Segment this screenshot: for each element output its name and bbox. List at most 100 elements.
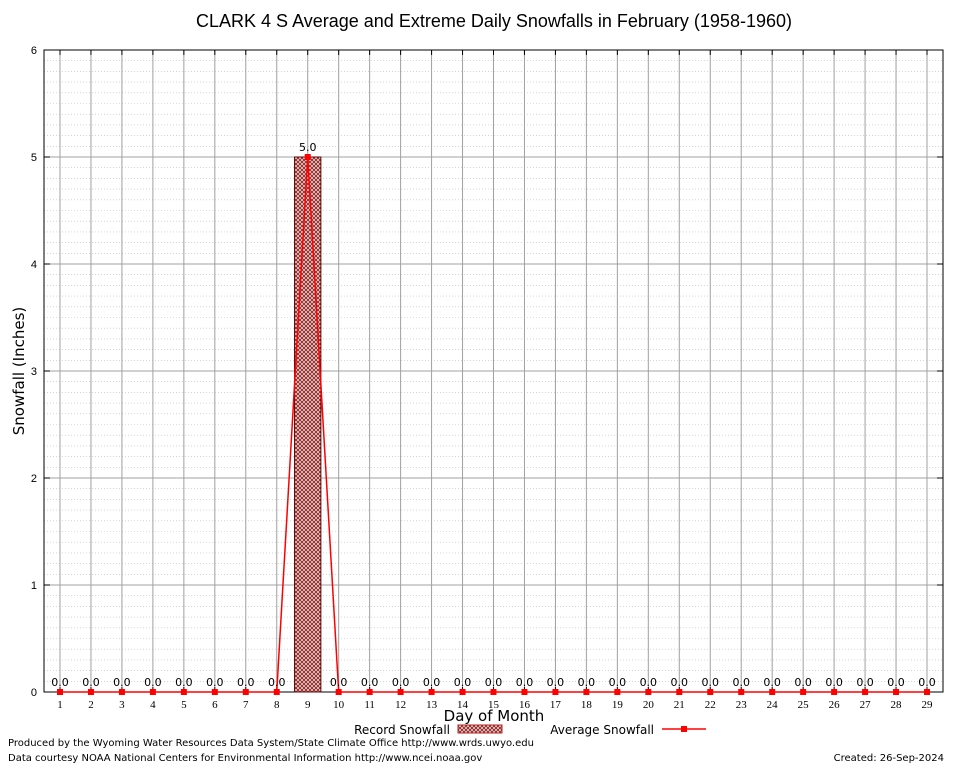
average-point xyxy=(645,689,652,695)
record-bars xyxy=(294,156,322,693)
average-point xyxy=(118,689,125,695)
data-label: 0.0 xyxy=(763,676,781,689)
average-point xyxy=(862,689,869,695)
average-line xyxy=(57,154,930,695)
data-label: 0.0 xyxy=(485,676,503,689)
data-label: 0.0 xyxy=(516,676,534,689)
data-label: 0.0 xyxy=(113,676,131,689)
data-label: 0.0 xyxy=(206,676,224,689)
footer-data-courtesy: Data courtesy NOAA National Centers for … xyxy=(8,753,483,764)
data-label: 0.0 xyxy=(330,676,348,689)
x-tick-label: 4 xyxy=(150,699,156,711)
x-tick-label: 12 xyxy=(395,699,406,711)
legend: Record Snowfall Average Snowfall xyxy=(354,723,706,737)
data-label: 0.0 xyxy=(887,676,905,689)
average-point xyxy=(304,154,311,160)
y-axis-label: Snowfall (Inches) xyxy=(10,307,28,435)
average-point xyxy=(211,689,218,695)
average-point xyxy=(180,689,187,695)
data-label: 0.0 xyxy=(144,676,162,689)
legend-label-average: Average Snowfall xyxy=(550,723,654,737)
x-tick-label: 3 xyxy=(119,699,125,711)
x-tick-label: 2 xyxy=(88,699,94,711)
x-tick-label: 13 xyxy=(426,699,438,711)
y-tick-label: 1 xyxy=(31,580,37,592)
x-tick-label: 29 xyxy=(922,699,934,711)
data-label: 0.0 xyxy=(547,676,565,689)
chart-title: CLARK 4 S Average and Extreme Daily Snow… xyxy=(196,11,792,31)
grid xyxy=(44,50,943,692)
data-label: 0.0 xyxy=(237,676,255,689)
average-point xyxy=(459,689,466,695)
x-tick-label: 9 xyxy=(305,699,311,711)
x-tick-label: 15 xyxy=(488,699,500,711)
average-point xyxy=(800,689,807,695)
legend-swatch-average-marker xyxy=(681,726,687,732)
x-tick-label: 22 xyxy=(705,699,716,711)
x-tick-label: 24 xyxy=(767,699,779,711)
legend-swatch-record xyxy=(457,724,503,734)
x-tick-label: 5 xyxy=(181,699,187,711)
average-point xyxy=(149,689,156,695)
data-label: 0.0 xyxy=(640,676,658,689)
data-label: 0.0 xyxy=(423,676,441,689)
data-label: 0.0 xyxy=(609,676,627,689)
data-label: 0.0 xyxy=(361,676,379,689)
average-point xyxy=(738,689,745,695)
data-label: 0.0 xyxy=(268,676,286,689)
data-label: 0.0 xyxy=(578,676,596,689)
x-tick-label: 8 xyxy=(274,699,280,711)
data-label: 0.0 xyxy=(918,676,936,689)
x-tick-label: 7 xyxy=(243,699,249,711)
average-point xyxy=(831,689,838,695)
x-tick-label: 23 xyxy=(736,699,748,711)
y-tick-label: 4 xyxy=(31,259,37,271)
x-tick-label: 20 xyxy=(643,699,655,711)
data-label: 0.0 xyxy=(732,676,750,689)
record-bar xyxy=(294,156,322,693)
data-label: 0.0 xyxy=(175,676,193,689)
average-point xyxy=(490,689,497,695)
average-point xyxy=(769,689,776,695)
average-point xyxy=(521,689,528,695)
data-label: 0.0 xyxy=(454,676,472,689)
data-label: 0.0 xyxy=(51,676,69,689)
average-point xyxy=(87,689,94,695)
average-point xyxy=(676,689,683,695)
data-label: 0.0 xyxy=(794,676,812,689)
y-tick-label: 2 xyxy=(31,473,37,485)
footer-created: Created: 26-Sep-2024 xyxy=(833,753,944,764)
x-tick-label: 26 xyxy=(829,699,841,711)
y-tick-label: 5 xyxy=(31,152,37,164)
x-tick-label: 19 xyxy=(612,699,624,711)
data-label: 0.0 xyxy=(82,676,100,689)
x-tick-label: 18 xyxy=(581,699,593,711)
data-label: 0.0 xyxy=(702,676,720,689)
legend-label-record: Record Snowfall xyxy=(354,723,450,737)
average-point xyxy=(893,689,900,695)
average-point xyxy=(335,689,342,695)
y-tick-label: 3 xyxy=(31,366,37,378)
average-point xyxy=(583,689,590,695)
data-label: 0.0 xyxy=(392,676,410,689)
data-labels: 0.0 0.0 0.0 0.0 0.0 0.0 0.0 0.0 5.0 0.0 0.0 0.0 0.0 0… xyxy=(51,141,936,689)
data-label: 0.0 xyxy=(856,676,874,689)
average-point xyxy=(366,689,373,695)
x-tick-label: 10 xyxy=(333,699,345,711)
average-point xyxy=(707,689,714,695)
x-tick-label: 28 xyxy=(891,699,903,711)
x-tick-label: 16 xyxy=(519,699,531,711)
data-label: 0.0 xyxy=(671,676,689,689)
footer-produced-by: Produced by the Wyoming Water Resources … xyxy=(8,738,534,749)
x-axis-label: Day of Month xyxy=(444,707,545,725)
y-tick-label: 6 xyxy=(31,45,37,57)
average-point xyxy=(924,689,930,695)
x-tick-label: 25 xyxy=(798,699,810,711)
x-tick-label: 21 xyxy=(674,699,685,711)
data-label: 0.0 xyxy=(825,676,843,689)
average-point xyxy=(614,689,621,695)
average-point xyxy=(552,689,559,695)
x-tick-label: 1 xyxy=(57,699,63,711)
x-tick-label: 11 xyxy=(364,699,375,711)
